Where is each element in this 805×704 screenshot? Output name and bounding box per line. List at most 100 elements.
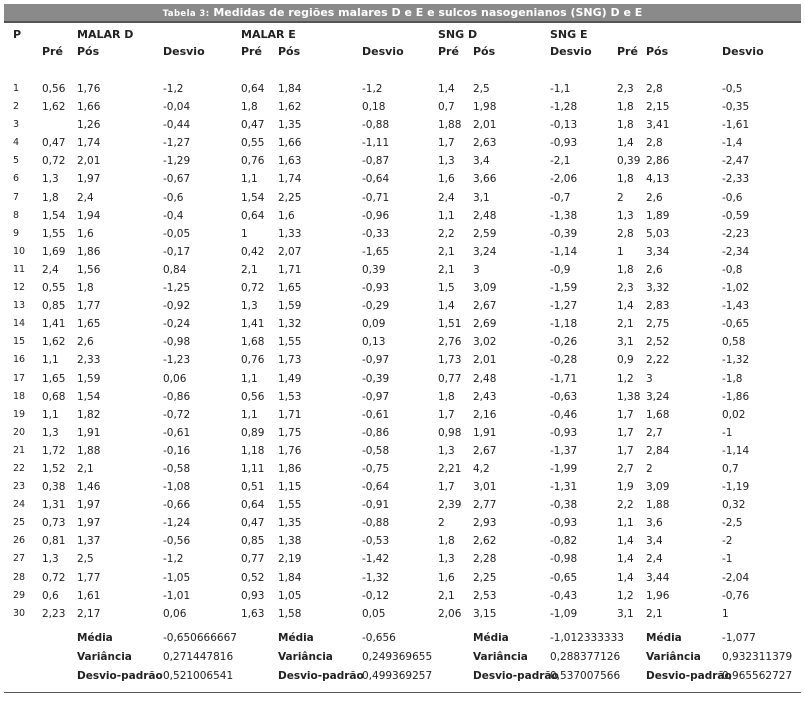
cell-sng-d-pos: 3,1 [473, 191, 490, 204]
cell-sng-e-pos: 3,24 [646, 390, 670, 403]
cell-malar-e-pre: 0,64 [241, 83, 265, 95]
cell-sng-d-pos: 2,69 [473, 318, 497, 331]
stat-value-sng-d: 0,537007566 [550, 670, 621, 682]
cell-malar-e-pre: 1,1 [241, 408, 258, 421]
cell-sng-d-desvio: -1,28 [550, 101, 578, 114]
subheader-malar-e-desvio: Desvio [362, 45, 404, 58]
cell-sng-e-desvio: -0,35 [722, 101, 750, 114]
subheader-sng-d-pos: Pós [473, 45, 496, 58]
cell-malar-e-pos: 1,76 [278, 444, 302, 457]
cell-malar-d-pos: 1,46 [77, 481, 101, 494]
cell-malar-d-pre: 1,1 [42, 354, 59, 367]
cell-sng-e-pos: 1,96 [646, 589, 670, 602]
cell-sng-d-desvio: -1,18 [550, 318, 578, 331]
cell-sng-d-pos: 2,77 [473, 499, 497, 512]
cell-malar-d-pos: 1,65 [77, 318, 101, 331]
cell-malar-e-pos: 2,07 [278, 245, 302, 258]
cell-sng-e-pos: 2,8 [646, 83, 663, 95]
cell-sng-d-pre: 2,21 [438, 462, 462, 475]
table-row: 29 0,6 1,61 -1,01 0,93 1,05 -0,12 2,1 2,53 -0,43 1… [0, 587, 805, 605]
cell-malar-e-desvio: 0,09 [362, 318, 386, 331]
table-row: 9 1,55 1,6 -0,05 1 1,33 -0,33 2,2 2,59 -0,39 2,8 5,… [0, 225, 805, 243]
stat-value-malar-d: 0,271447816 [163, 651, 234, 663]
cell-malar-e-pre: 0,52 [241, 571, 265, 584]
cell-malar-e-pre: 0,56 [241, 390, 265, 403]
cell-sng-e-pre: 1,7 [617, 444, 634, 457]
stat-label-malar-e: Desvio-padrão [278, 670, 364, 682]
cell-malar-e-desvio: -0,88 [362, 119, 390, 132]
stat-value-malar-e: -0,656 [362, 632, 396, 644]
cell-sng-e-pos: 2,4 [646, 553, 663, 566]
stat-label-sng-d: Média [473, 632, 509, 644]
cell-sng-d-desvio: -0,93 [550, 137, 578, 150]
cell-p: 2 [13, 101, 20, 113]
cell-malar-e-desvio: -0,86 [362, 426, 390, 439]
cell-malar-d-desvio: -0,04 [163, 101, 191, 114]
cell-sng-d-pos: 4,2 [473, 462, 490, 475]
cell-p: 23 [13, 481, 26, 493]
cell-malar-e-pre: 0,89 [241, 426, 265, 439]
cell-sng-e-pos: 3,44 [646, 571, 670, 584]
cell-malar-e-pos: 1,35 [278, 119, 302, 132]
cell-malar-d-desvio: -0,16 [163, 444, 191, 457]
cell-malar-d-pos: 1,77 [77, 571, 101, 584]
cell-p: 5 [13, 155, 20, 167]
cell-sng-e-pos: 1,68 [646, 408, 670, 421]
cell-malar-e-pre: 1 [241, 227, 248, 240]
cell-sng-d-pos: 2,59 [473, 227, 497, 240]
cell-malar-d-desvio: -0,58 [163, 462, 191, 475]
cell-sng-d-pre: 1,8 [438, 390, 455, 403]
cell-sng-d-pre: 1,3 [438, 553, 455, 566]
cell-malar-e-pos: 1,49 [278, 372, 302, 385]
cell-malar-d-desvio: -1,2 [163, 553, 184, 566]
cell-sng-e-pos: 2,22 [646, 354, 670, 367]
cell-malar-d-pre: 1,65 [42, 372, 66, 385]
table-row: 25 0,73 1,97 -1,24 0,47 1,35 -0,88 2 2,93 -0,93 1,… [0, 514, 805, 532]
cell-sng-e-desvio: -1,02 [722, 282, 750, 295]
table-row: 14 1,41 1,65 -0,24 1,41 1,32 0,09 1,51 2,69 -1,18… [0, 315, 805, 333]
stat-label-malar-d: Desvio-padrão [77, 670, 163, 682]
cell-sng-d-pre: 2,2 [438, 227, 455, 240]
cell-sng-d-pre: 0,7 [438, 101, 455, 114]
cell-sng-e-pos: 2,8 [646, 137, 663, 150]
cell-sng-e-pos: 2 [646, 462, 653, 475]
stat-value-sng-d: 0,288377126 [550, 651, 621, 663]
cell-sng-e-pos: 3,4 [646, 535, 663, 548]
cell-sng-d-desvio: -0,13 [550, 119, 578, 132]
stat-label-sng-d: Desvio-padrão [473, 670, 559, 682]
cell-malar-e-pre: 0,55 [241, 137, 265, 150]
cell-malar-d-desvio: -1,27 [163, 137, 191, 150]
cell-sng-e-pos: 2,15 [646, 101, 670, 114]
cell-sng-e-pre: 2,3 [617, 282, 634, 295]
cell-malar-d-pos: 1,86 [77, 245, 101, 258]
cell-malar-e-pos: 1,15 [278, 481, 302, 494]
cell-sng-e-desvio: -0,59 [722, 209, 750, 222]
cell-malar-e-desvio: -0,58 [362, 444, 390, 457]
cell-malar-e-desvio: -1,65 [362, 245, 390, 258]
table-row: 4 0,47 1,74 -1,27 0,55 1,66 -1,11 1,7 2,63 -0,93 1… [0, 134, 805, 152]
cell-malar-e-desvio: -0,29 [362, 300, 390, 313]
cell-malar-d-pre: 1,62 [42, 336, 66, 349]
subheader-sng-e-pre: Pré [617, 45, 638, 58]
table-row: 11 2,4 1,56 0,84 2,1 1,71 0,39 2,1 3 -0,9 1,8 2,6 -0… [0, 261, 805, 279]
cell-malar-e-desvio: -0,87 [362, 155, 390, 168]
cell-sng-e-desvio: -2 [722, 535, 733, 548]
table-title-text: Medidas de regiões malares D e E e sulco… [209, 6, 643, 19]
cell-sng-e-desvio: -2,23 [722, 227, 750, 240]
cell-malar-e-desvio: 0,39 [362, 263, 386, 276]
table-row: 16 1,1 2,33 -1,23 0,76 1,73 -0,97 1,73 2,01 -0,28… [0, 351, 805, 369]
cell-sng-e-desvio: -1 [722, 426, 733, 439]
cell-malar-d-pos: 1,88 [77, 444, 101, 457]
cell-sng-d-pos: 2,43 [473, 390, 497, 403]
cell-sng-d-pre: 0,98 [438, 426, 462, 439]
cell-malar-d-pre: 0,81 [42, 535, 66, 548]
table-row: 15 1,62 2,6 -0,98 1,68 1,55 0,13 2,76 3,02 -0,26 3… [0, 333, 805, 351]
cell-malar-e-pos: 2,19 [278, 553, 302, 566]
cell-sng-d-desvio: -0,26 [550, 336, 578, 349]
cell-sng-e-pre: 1,4 [617, 535, 634, 548]
cell-sng-e-pos: 3,32 [646, 282, 670, 295]
cell-sng-d-desvio: -2,06 [550, 173, 578, 186]
table-title: Tabela 3: Medidas de regiões malares D e… [4, 4, 801, 21]
cell-malar-d-desvio: -1,05 [163, 571, 191, 584]
table-row: 30 2,23 2,17 0,06 1,63 1,58 0,05 2,06 3,15 -1,09 3… [0, 605, 805, 623]
